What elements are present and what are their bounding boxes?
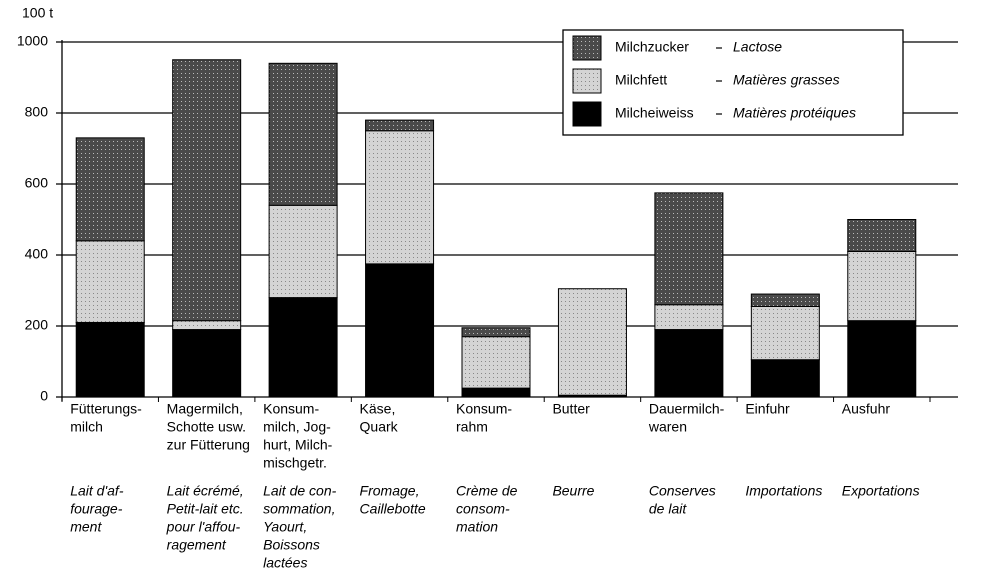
legend-label-fr: Matières grasses (733, 72, 840, 88)
bar-segment (847, 250, 917, 322)
bar-segment (365, 119, 435, 132)
y-unit: 100 t (22, 5, 53, 21)
x-tick-label-fr: Exportations (842, 483, 920, 499)
x-tick-label: Fütterungs- (70, 401, 142, 417)
y-tick-label: 600 (25, 175, 49, 191)
y-tick-label: 800 (25, 104, 49, 120)
bar-segment (75, 137, 145, 242)
x-tick-label: Käse, (360, 401, 396, 417)
bar-segment (268, 204, 338, 299)
x-tick-label-fr: Fromage, (360, 483, 420, 499)
x-tick-label-fr: Yaourt, (263, 519, 307, 535)
x-tick-label: Konsum- (263, 401, 319, 417)
y-tick-label: 0 (40, 388, 48, 404)
x-tick-label: zur Fütterung (167, 437, 250, 453)
legend-swatch (572, 101, 602, 127)
bar-segment (172, 329, 242, 398)
x-tick-label-fr: lactées (263, 555, 307, 571)
bar-segment (557, 288, 627, 396)
bar-segment (654, 329, 724, 398)
x-tick-label: Dauermilch- (649, 401, 725, 417)
x-tick-label-fr: Importations (745, 483, 822, 499)
x-tick-label-fr: sommation, (263, 501, 335, 517)
legend-label: Milcheiweiss (615, 105, 694, 121)
x-tick-label: Quark (360, 419, 399, 435)
x-tick-label-fr: fourage- (70, 501, 122, 517)
bar-segment (847, 320, 917, 398)
x-tick-label-fr: mation (456, 519, 498, 535)
bar-segment (172, 320, 242, 331)
x-tick-label-fr: pour l'affou- (166, 519, 241, 535)
x-tick-label: milch (70, 419, 103, 435)
bar-segment (461, 387, 531, 398)
x-tick-label-fr: consom- (456, 501, 510, 517)
bar-segment (268, 297, 338, 398)
legend-box (562, 29, 904, 136)
x-tick-label-fr: de lait (649, 501, 687, 517)
x-tick-label-fr: Crème de (456, 483, 518, 499)
bar-segment (750, 305, 820, 361)
x-tick-label: mischgetr. (263, 455, 327, 471)
x-tick-label-fr: Lait de con- (263, 483, 336, 499)
x-tick-label: Einfuhr (745, 401, 790, 417)
bar-segment (268, 62, 338, 206)
x-tick-label: hurt, Milch- (263, 437, 333, 453)
x-tick-label-fr: Boissons (263, 537, 320, 553)
bar-segment (365, 263, 435, 398)
x-tick-label-fr: Lait écrémé, (167, 483, 244, 499)
bar-segment (654, 304, 724, 331)
x-tick-label-fr: ment (70, 519, 102, 535)
y-tick-label: 400 (25, 246, 49, 262)
legend-label-fr: Lactose (733, 39, 782, 55)
x-tick-label-fr: Beurre (552, 483, 594, 499)
bar-segment (847, 219, 917, 252)
x-tick-label: waren (648, 419, 687, 435)
x-tick-label: milch, Jog- (263, 419, 331, 435)
x-tick-label-fr: Petit-lait etc. (167, 501, 244, 517)
bar-segment (75, 321, 145, 398)
x-tick-label: Schotte usw. (167, 419, 246, 435)
legend-swatch (572, 35, 602, 61)
legend-label-fr: Matières protéiques (733, 105, 856, 121)
x-tick-label: rahm (456, 419, 488, 435)
x-tick-label-fr: ragement (167, 537, 227, 553)
y-tick-label: 1000 (17, 33, 48, 49)
legend-swatch (572, 68, 602, 94)
bar-segment (172, 59, 242, 322)
x-tick-label: Konsum- (456, 401, 512, 417)
bar-segment (461, 327, 531, 338)
bar-segment (750, 359, 820, 398)
x-tick-label: Butter (552, 401, 590, 417)
bar-segment (461, 336, 531, 389)
x-tick-label-fr: Lait d'af- (70, 483, 124, 499)
x-tick-label: Ausfuhr (842, 401, 891, 417)
bar-segment (75, 240, 145, 323)
legend-label: Milchfett (615, 72, 667, 88)
x-tick-label-fr: Conserves (649, 483, 716, 499)
y-tick-label: 200 (25, 317, 49, 333)
bar-segment (365, 130, 435, 265)
x-tick-label: Magermilch, (167, 401, 243, 417)
bar-segment (654, 192, 724, 306)
legend-label: Milchzucker (615, 39, 689, 55)
x-tick-label-fr: Caillebotte (360, 501, 426, 517)
bar-segment (750, 293, 820, 307)
